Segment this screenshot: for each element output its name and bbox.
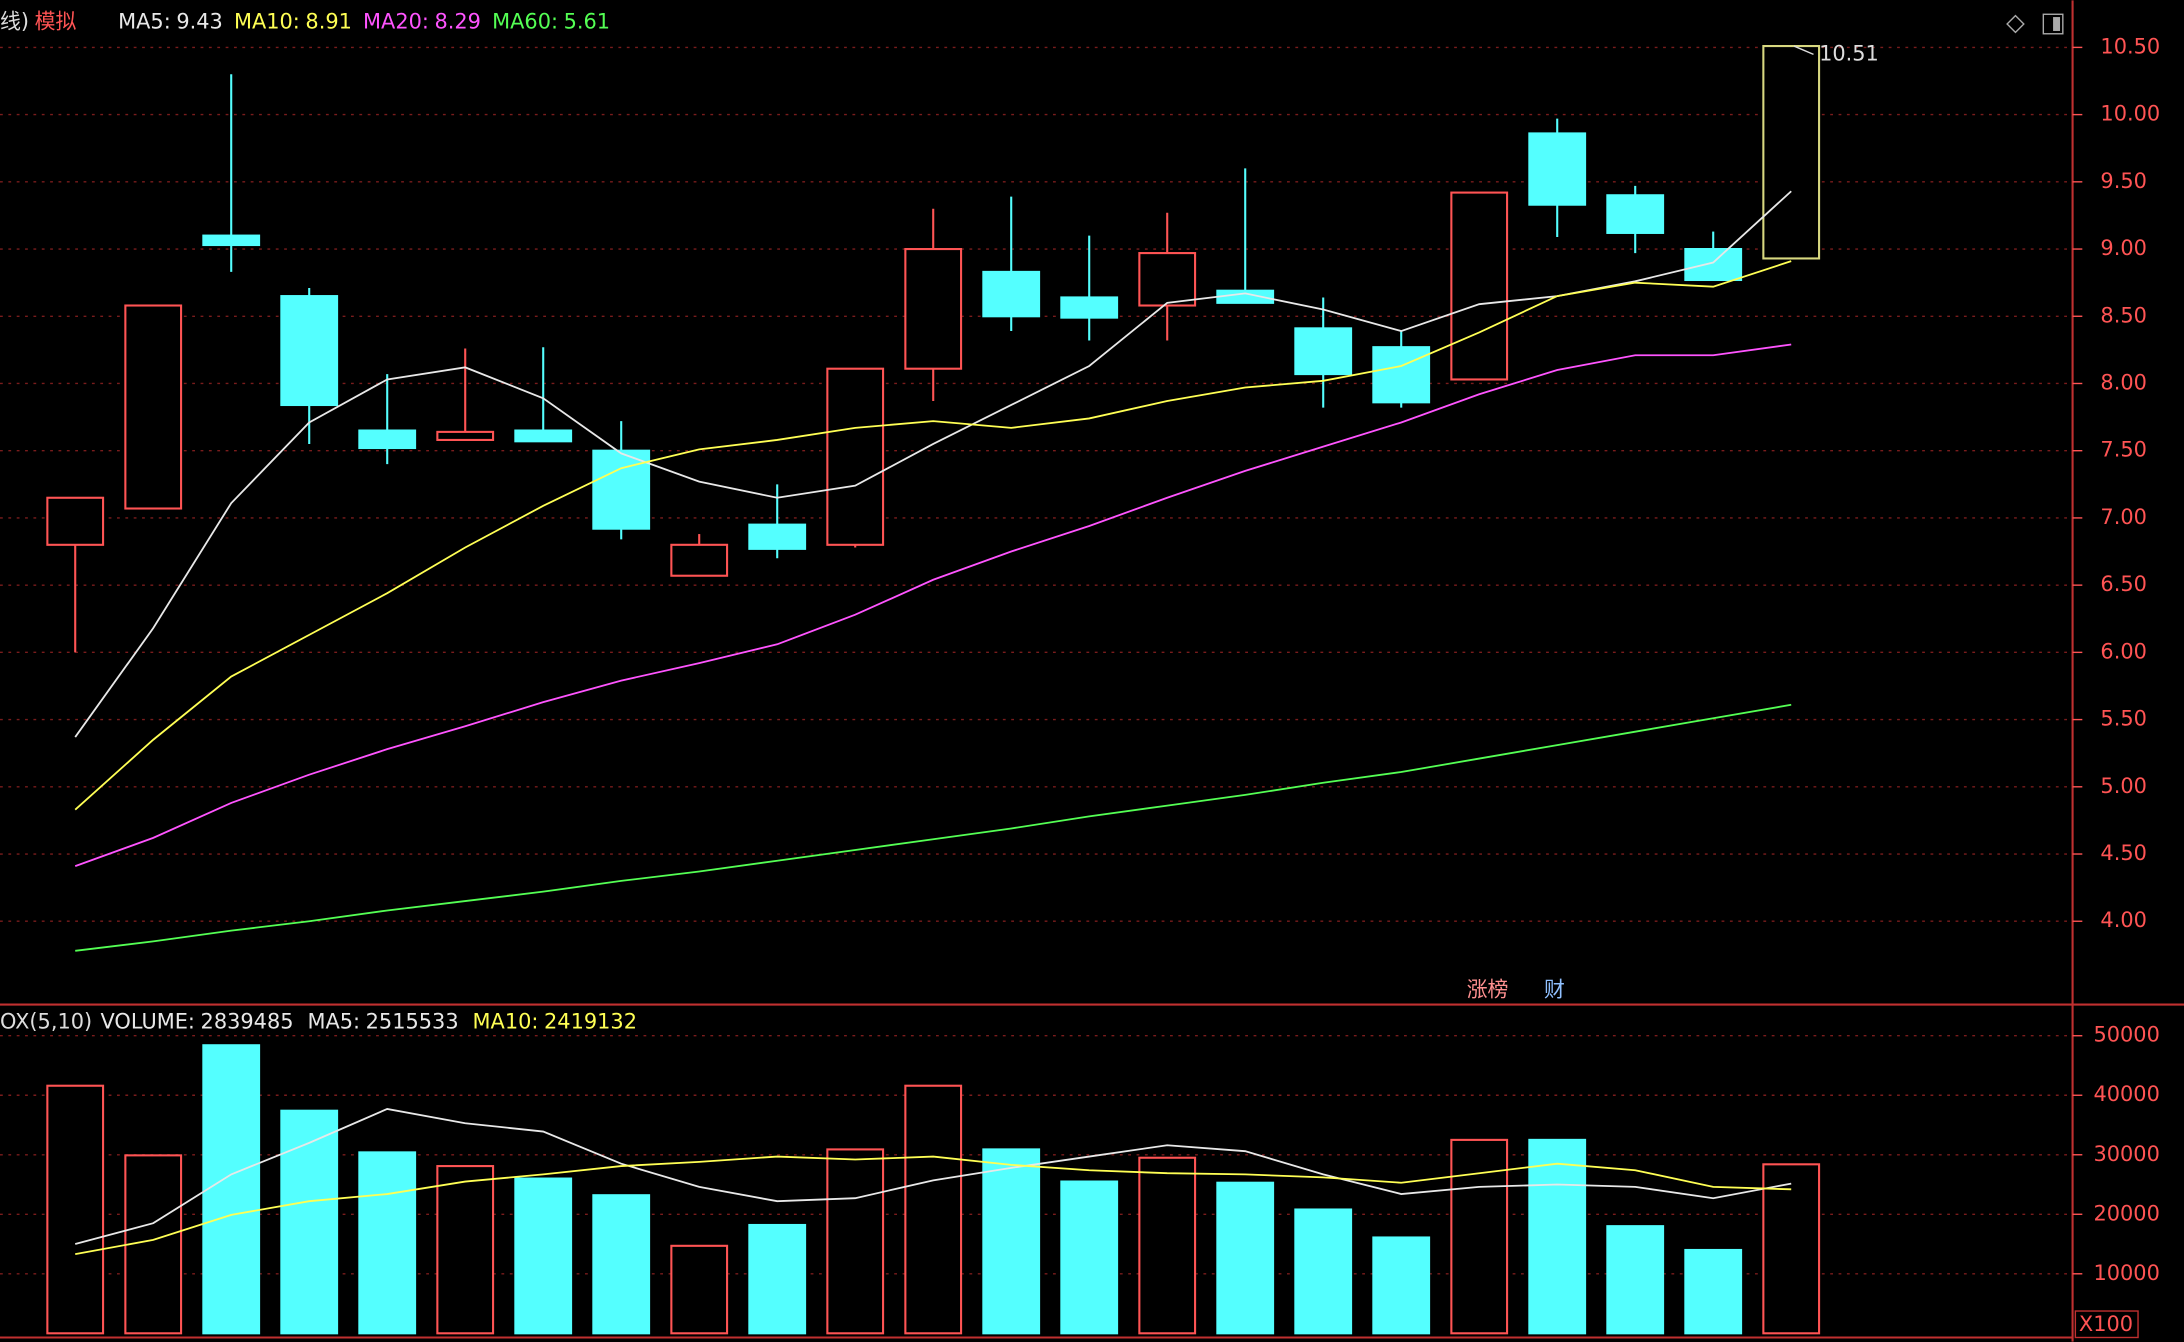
ma-line (74, 260, 1792, 811)
candle-body (436, 430, 495, 441)
y-tick-label: 5.50 (2100, 707, 2146, 731)
volume-bar (748, 1223, 807, 1335)
y-tick-label: 7.50 (2100, 438, 2146, 462)
candle-body (46, 496, 105, 546)
y-tick-label: 4.50 (2100, 841, 2146, 865)
panel-icon[interactable] (2042, 13, 2064, 35)
volume-bar (124, 1154, 183, 1335)
volume-ma-line (74, 1107, 1792, 1245)
readout: 9.43 (176, 10, 222, 34)
y-tick-label: 9.50 (2100, 169, 2146, 193)
candle-body (280, 295, 339, 407)
candle-body (1606, 194, 1665, 234)
candle-body (514, 429, 573, 443)
candle-body (1684, 248, 1743, 282)
y-tick-label: 6.00 (2100, 639, 2146, 663)
candle-body (1450, 191, 1509, 381)
readout: MA10: (473, 1010, 539, 1034)
candle-body (670, 543, 729, 577)
y-tick-label: 30000 (2093, 1142, 2159, 1166)
button[interactable]: 涨榜 (1467, 978, 1509, 1002)
volume-bar (1528, 1138, 1587, 1335)
y-tick-label: 8.50 (2100, 303, 2146, 327)
ma-line (74, 190, 1792, 738)
volume-bar (202, 1044, 261, 1335)
diamond-icon[interactable] (2006, 14, 2025, 34)
volume-bar (436, 1165, 495, 1335)
volume-bar (670, 1244, 729, 1335)
candle-body (1762, 45, 1821, 260)
volume-bar (826, 1148, 885, 1335)
candle-body (748, 523, 807, 550)
unit-box (2074, 1310, 2139, 1339)
unit-label: X100 (2079, 1312, 2133, 1336)
volume-ma-line (75, 1155, 1792, 1256)
volume-bar (46, 1084, 105, 1335)
y-tick-label: 10.50 (2100, 34, 2160, 58)
readout: MA10: (234, 10, 300, 34)
candle-body (124, 304, 183, 510)
readout: 2515533 (366, 1010, 459, 1034)
volume-bar (1216, 1181, 1275, 1335)
volume-bar (514, 1177, 573, 1335)
readout: 线) (0, 10, 29, 34)
candle-body (1372, 346, 1431, 404)
readout: MA20: (363, 10, 429, 34)
y-tick-label: 9.00 (2100, 236, 2146, 260)
button[interactable]: 财 (1544, 978, 1565, 1002)
candle-body (904, 248, 963, 370)
readout: 8.29 (434, 10, 480, 34)
volume-bar (1060, 1180, 1119, 1335)
volume-bar (1684, 1248, 1743, 1335)
y-tick-label: 20000 (2093, 1201, 2159, 1225)
annotation-arrow (1793, 45, 1814, 56)
candle-body (1528, 132, 1587, 206)
readout: 8.91 (305, 10, 351, 34)
ma-line (75, 703, 1792, 952)
volume-bar (1606, 1225, 1665, 1335)
readout: OX(5,10) (0, 1010, 92, 1034)
volume-bar (358, 1151, 417, 1335)
y-tick-label: 5.00 (2100, 774, 2146, 798)
candle-body (1060, 296, 1119, 319)
volume-bar (1294, 1208, 1353, 1335)
readout: MA60: (492, 10, 558, 34)
candle-body (982, 270, 1041, 318)
volume-bar (904, 1084, 963, 1335)
volume-bar (280, 1109, 339, 1335)
volume-bar (1138, 1156, 1197, 1335)
volume-bar (1762, 1163, 1821, 1335)
candle-body (1138, 252, 1197, 307)
y-tick-label: 10000 (2093, 1261, 2159, 1285)
readout: MA5: (118, 10, 171, 34)
y-tick-label: 4.00 (2100, 908, 2146, 932)
y-tick-label: 10.00 (2100, 102, 2160, 126)
candle-body (202, 234, 261, 247)
readout: 2419132 (544, 1010, 637, 1034)
candle-body (358, 429, 417, 450)
y-tick-label: 40000 (2093, 1082, 2159, 1106)
readout: MA5: (307, 1010, 360, 1034)
readout: 2839485 (201, 1010, 294, 1034)
readout: VOLUME: (101, 1010, 195, 1034)
panel-icon-fill (2053, 17, 2061, 31)
high-annotation: 10.51 (1819, 41, 1879, 65)
volume-bar (1372, 1236, 1431, 1335)
candle-body (1294, 327, 1353, 376)
y-tick-label: 6.50 (2100, 572, 2146, 596)
candle-body (826, 367, 885, 546)
volume-bar (1450, 1138, 1509, 1335)
y-tick-label: 8.00 (2100, 370, 2146, 394)
y-tick-label: 50000 (2093, 1023, 2159, 1047)
volume-bar (982, 1148, 1041, 1335)
candle-body (592, 449, 651, 530)
readout: 模拟 (35, 10, 77, 34)
volume-bar (592, 1194, 651, 1335)
ma-line (74, 343, 1792, 867)
y-tick-label: 7.00 (2100, 505, 2146, 529)
readout: 5.61 (564, 10, 610, 34)
